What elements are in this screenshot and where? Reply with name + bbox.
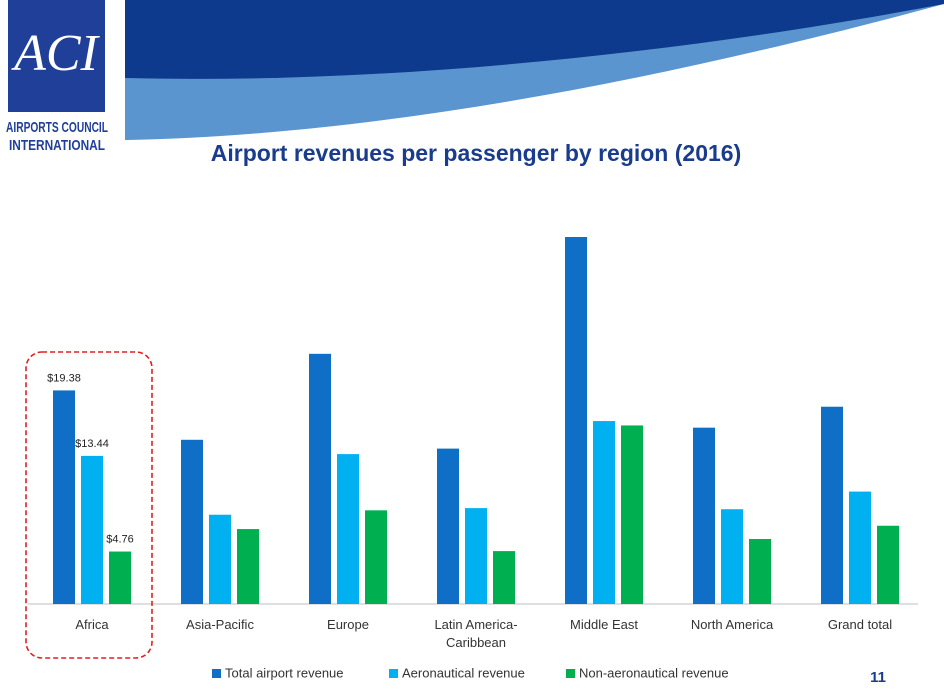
bar [877, 525, 899, 604]
legend-swatch [566, 669, 575, 678]
bar [849, 491, 871, 604]
bar [493, 551, 515, 604]
bar [721, 509, 743, 604]
bar [337, 454, 359, 604]
bar [309, 353, 331, 604]
x-tick-label: Grand total [827, 617, 893, 632]
highlight-box [25, 351, 153, 659]
bar [53, 390, 75, 604]
legend-swatch [389, 669, 398, 678]
data-label: $4.76 [106, 533, 134, 545]
bar [181, 439, 203, 604]
x-tick-label: North America [690, 617, 774, 632]
data-label: $19.38 [47, 372, 81, 384]
bar [621, 425, 643, 604]
bar [109, 551, 131, 604]
x-tick-label: Middle East [570, 617, 638, 632]
legend-label: Non-aeronautical revenue [579, 665, 729, 680]
bar [593, 421, 615, 604]
legend-swatch [212, 669, 221, 678]
bar [237, 529, 259, 604]
bar [465, 508, 487, 604]
chart-title: Airport revenues per passenger by region… [211, 140, 741, 166]
data-label: $13.44 [75, 438, 109, 450]
logo-mark: ACI [11, 25, 100, 82]
bar [365, 510, 387, 604]
bar [821, 406, 843, 604]
x-tick-label: Latin America-Caribbean [434, 617, 518, 650]
bar [565, 237, 587, 604]
page-number: 11 [870, 669, 886, 686]
logo-box [8, 0, 105, 112]
logo-text: INTERNATIONAL [9, 137, 105, 154]
logo-text: AIRPORTS COUNCIL [6, 119, 108, 136]
x-tick-label: Africa [75, 617, 109, 632]
bar [81, 455, 103, 604]
bar [209, 514, 231, 604]
bar [437, 448, 459, 604]
legend-label: Total airport revenue [225, 665, 344, 680]
legend-label: Aeronautical revenue [402, 665, 525, 680]
header-swoosh-dark [125, 0, 944, 79]
bar [749, 538, 771, 604]
bar [693, 427, 715, 604]
x-tick-label: Europe [327, 617, 369, 632]
x-tick-label: Asia-Pacific [186, 617, 254, 632]
